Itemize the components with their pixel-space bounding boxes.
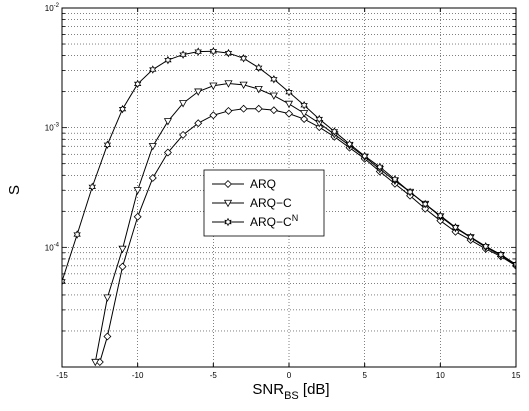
- data-point: [133, 212, 142, 221]
- data-point: [148, 143, 157, 151]
- data-point: [254, 85, 263, 94]
- data-point: [148, 173, 157, 182]
- legend-label: ARQ−CN: [250, 213, 298, 229]
- y-tick-label: 10-3: [45, 123, 60, 133]
- data-point: [285, 87, 293, 97]
- legend-entry: ARQ−CN: [212, 213, 298, 229]
- data-point: [330, 127, 339, 136]
- data-point: [194, 47, 202, 56]
- data-point: [224, 106, 233, 115]
- data-point: [421, 199, 429, 209]
- data-point: [300, 110, 309, 118]
- data-point: [421, 204, 430, 213]
- legend-marker: [224, 180, 232, 188]
- grid-lines: [62, 8, 516, 367]
- data-point: [376, 162, 384, 172]
- data-point: [91, 358, 100, 367]
- data-point: [269, 92, 278, 100]
- legend: ARQ ARQ−C ARQ−CN: [203, 169, 325, 237]
- data-point: [209, 46, 218, 56]
- data-point: [179, 130, 188, 139]
- legend-entry: ARQ: [212, 177, 276, 191]
- data-point: [436, 211, 445, 220]
- data-point: [88, 182, 96, 192]
- data-point: [239, 54, 248, 63]
- data-point: [194, 119, 203, 128]
- y-tick-label: 10-4: [45, 242, 60, 252]
- x-tick-label: -10: [132, 371, 144, 380]
- data-point: [118, 245, 127, 254]
- data-point: [149, 65, 157, 74]
- series-layer: [62, 46, 516, 367]
- data-point: [163, 148, 172, 157]
- data-point: [300, 115, 309, 124]
- x-axis-label: SNRBS [dB]: [252, 381, 329, 402]
- data-point: [269, 106, 278, 115]
- x-tick-label: 5: [362, 371, 367, 380]
- data-point: [360, 151, 369, 161]
- data-point: [497, 250, 505, 259]
- tick-labels: -15 -10 -5 0 5 10 15 10-4 10-3 10-2: [45, 3, 521, 380]
- series-line: [62, 50, 516, 282]
- tick-marks: [61, 8, 517, 367]
- x-tick-label: 10: [436, 371, 445, 380]
- data-point: [451, 223, 460, 232]
- data-point: [345, 139, 354, 149]
- data-point: [270, 74, 278, 84]
- data-point: [164, 55, 172, 65]
- legend-entry: ARQ−C: [212, 196, 292, 210]
- data-point: [406, 187, 414, 197]
- data-point: [133, 187, 142, 195]
- data-point: [239, 104, 248, 113]
- data-point: [118, 104, 127, 114]
- data-point: [315, 114, 323, 124]
- y-tick-label: 10-2: [45, 3, 60, 13]
- legend-label: ARQ: [250, 177, 276, 191]
- data-point: [209, 111, 218, 120]
- data-point: [194, 88, 203, 96]
- x-tick-label: -5: [210, 371, 218, 380]
- data-point: [284, 100, 294, 109]
- data-point: [209, 82, 218, 90]
- data-point: [391, 175, 399, 184]
- data-point: [178, 100, 188, 108]
- data-point: [133, 79, 142, 89]
- data-point: [224, 80, 233, 88]
- data-point: [466, 232, 475, 242]
- data-point: [254, 104, 263, 113]
- data-point: [300, 100, 308, 110]
- data-point: [224, 48, 233, 58]
- legend-marker: [224, 217, 232, 227]
- data-point: [103, 140, 112, 150]
- data-point: [103, 332, 112, 341]
- data-point: [118, 262, 127, 271]
- data-point: [482, 242, 490, 251]
- series-3: [62, 46, 516, 286]
- x-tick-label: 0: [287, 371, 292, 380]
- legend-marker: [223, 199, 233, 208]
- data-point: [239, 81, 248, 90]
- legend-label: ARQ−C: [250, 196, 292, 210]
- x-tick-label: -15: [56, 371, 68, 380]
- data-point: [73, 230, 81, 239]
- data-point: [179, 50, 187, 59]
- x-tick-label: 15: [512, 371, 521, 380]
- y-axis-label: S: [6, 185, 23, 195]
- data-point: [255, 63, 263, 72]
- data-point: [285, 109, 293, 118]
- data-point: [163, 118, 173, 126]
- data-point: [103, 294, 112, 302]
